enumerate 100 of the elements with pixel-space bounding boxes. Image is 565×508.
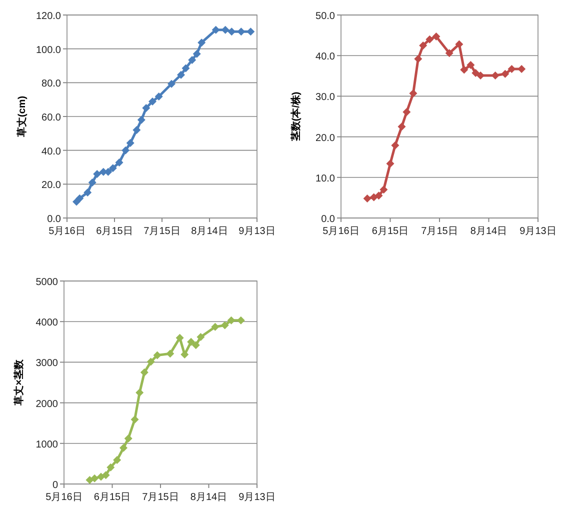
point xyxy=(460,66,468,74)
y-tick-label: 4000 xyxy=(36,318,58,329)
point xyxy=(126,139,134,148)
point xyxy=(120,444,128,452)
x-tick-label: 8月14日 xyxy=(191,226,228,237)
y-tick-label: 100.0 xyxy=(36,44,62,56)
point xyxy=(398,122,406,131)
x-tick-label: 7月15日 xyxy=(144,226,180,237)
point xyxy=(76,194,84,202)
point xyxy=(132,126,141,134)
point xyxy=(168,80,176,88)
point xyxy=(130,415,139,424)
y-tick-label: 0.0 xyxy=(47,214,62,225)
point xyxy=(220,321,229,330)
y-tick-label: 0 xyxy=(52,480,58,491)
x-tick-label: 7月15日 xyxy=(142,492,179,503)
point xyxy=(176,334,184,342)
point xyxy=(455,40,464,48)
point xyxy=(426,35,434,44)
x-tick-label: 8月14日 xyxy=(470,226,508,237)
point xyxy=(211,322,220,331)
point xyxy=(374,192,383,200)
point xyxy=(102,471,110,480)
point xyxy=(137,116,146,124)
point xyxy=(140,368,148,376)
point xyxy=(124,434,132,443)
point xyxy=(445,49,454,58)
point xyxy=(237,28,246,36)
point xyxy=(166,350,174,358)
x-tick-label: 9月13日 xyxy=(238,226,276,237)
point xyxy=(153,351,162,360)
y-tick-label: 0.0 xyxy=(321,214,336,225)
y-tick-label: 120.0 xyxy=(36,11,62,22)
x-tick-label: 7月15日 xyxy=(421,226,458,237)
point xyxy=(146,358,155,366)
x-tick-label: 5月16日 xyxy=(48,226,86,237)
point xyxy=(136,388,144,397)
point xyxy=(187,338,196,346)
x-tick-label: 9月13日 xyxy=(238,492,276,503)
y-axis-title: 茎数(本/株) xyxy=(290,92,302,142)
y-tick-label: 60.0 xyxy=(42,112,62,124)
y-tick-label: 40.0 xyxy=(316,52,336,63)
x-tick-label: 5月16日 xyxy=(46,492,82,503)
y-tick-label: 40.0 xyxy=(42,146,62,158)
point xyxy=(108,164,117,172)
point xyxy=(115,158,124,167)
point xyxy=(88,178,96,186)
point xyxy=(198,38,206,47)
point xyxy=(472,69,480,78)
x-tick-label: 6月15日 xyxy=(372,226,409,237)
y-tick-label: 20.0 xyxy=(42,180,62,192)
point xyxy=(148,97,156,106)
y-tick-label: 3000 xyxy=(36,358,58,370)
point xyxy=(113,456,122,464)
point xyxy=(106,463,115,472)
point xyxy=(182,64,190,72)
point xyxy=(90,474,99,482)
point xyxy=(508,65,516,73)
x-tick-label: 6月15日 xyxy=(94,492,131,503)
point xyxy=(192,341,200,350)
point xyxy=(177,70,185,79)
point xyxy=(491,71,500,80)
point xyxy=(402,108,411,116)
point xyxy=(518,65,526,73)
point xyxy=(192,50,201,58)
point xyxy=(84,188,92,196)
y-tick-label: 5000 xyxy=(36,277,58,288)
point xyxy=(386,160,394,168)
y-tick-label: 20.0 xyxy=(316,132,336,144)
point xyxy=(466,60,475,69)
x-tick-label: 5月16日 xyxy=(322,226,360,237)
point xyxy=(180,350,189,358)
x-tick-label: 6月15日 xyxy=(96,226,133,237)
point xyxy=(380,186,388,194)
x-tick-label: 8月14日 xyxy=(190,492,228,503)
y-tick-label: 50.0 xyxy=(316,11,336,22)
point xyxy=(414,54,422,63)
point xyxy=(122,146,130,154)
y-tick-label: 1000 xyxy=(36,439,58,450)
point xyxy=(93,170,102,178)
y-axis-title: 草丈(cm) xyxy=(16,96,28,138)
point xyxy=(419,41,428,50)
y-tick-label: 30.0 xyxy=(316,92,336,104)
y-tick-label: 10.0 xyxy=(316,173,336,184)
point xyxy=(142,104,150,112)
point xyxy=(196,333,205,342)
point xyxy=(228,28,236,36)
y-tick-label: 2000 xyxy=(36,398,58,410)
point xyxy=(212,26,220,34)
point xyxy=(221,26,230,34)
point xyxy=(246,28,255,36)
point xyxy=(363,194,372,203)
point xyxy=(154,92,163,101)
point xyxy=(432,32,440,41)
x-tick-label: 9月13日 xyxy=(520,226,556,237)
y-axis-title: 草丈×茎数 xyxy=(13,358,25,406)
point xyxy=(227,316,236,324)
point xyxy=(501,70,510,78)
y-tick-label: 80.0 xyxy=(42,78,62,90)
point xyxy=(188,56,196,64)
